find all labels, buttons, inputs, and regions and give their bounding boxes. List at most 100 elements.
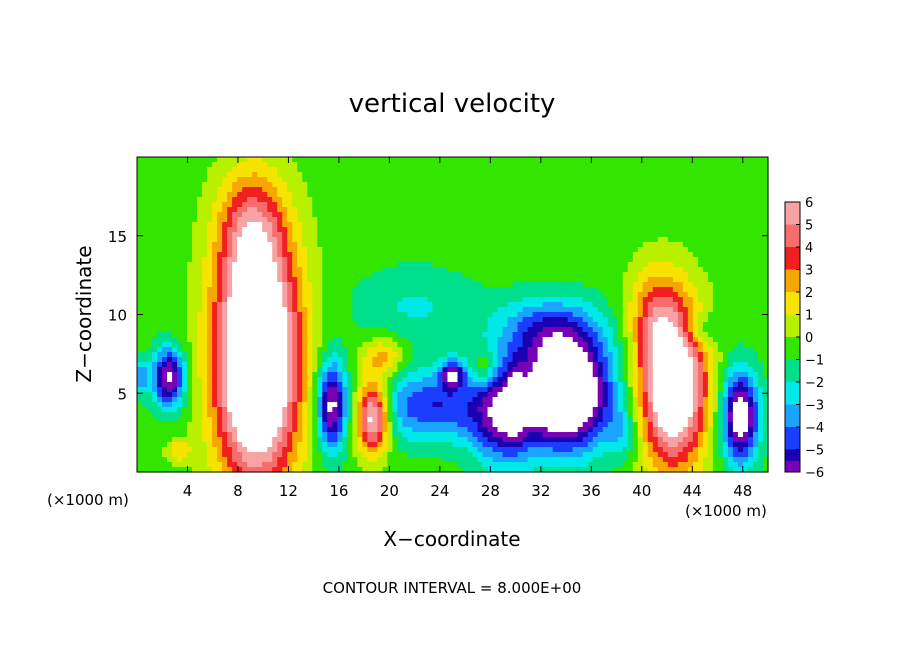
heatmap-cell [192, 322, 198, 328]
heatmap-cell [307, 437, 313, 443]
heatmap-cell [317, 157, 323, 163]
heatmap-cell [212, 357, 218, 363]
heatmap-cell [302, 257, 308, 263]
heatmap-cell [447, 212, 454, 218]
heatmap-cell [342, 357, 348, 363]
heatmap-cell [282, 247, 288, 253]
heatmap-cell [162, 332, 168, 338]
heatmap-cell [282, 417, 288, 423]
heatmap-cell [202, 187, 208, 193]
heatmap-cell [442, 227, 449, 233]
heatmap-cell [227, 432, 233, 438]
heatmap-cell [502, 422, 509, 428]
heatmap-cell [212, 192, 218, 198]
heatmap-cell [182, 307, 188, 313]
heatmap-cell [417, 252, 424, 258]
heatmap-cell [267, 317, 273, 323]
heatmap-cell [187, 192, 193, 198]
heatmap-cell [402, 242, 409, 248]
heatmap-cell [277, 307, 283, 313]
heatmap-cell [277, 402, 283, 408]
heatmap-cell [527, 362, 534, 368]
heatmap-cell [232, 457, 238, 463]
heatmap-cell [157, 362, 163, 368]
heatmap-cell [502, 387, 509, 393]
heatmap-cell [137, 232, 143, 238]
heatmap-cell [527, 367, 534, 373]
heatmap-cell [507, 257, 514, 263]
heatmap-cell [492, 412, 499, 418]
heatmap-cell [212, 342, 218, 348]
heatmap-cell [222, 407, 228, 413]
heatmap-cell [322, 307, 328, 313]
heatmap-cell [187, 187, 193, 193]
heatmap-cell [307, 277, 313, 283]
heatmap-cell [282, 257, 288, 263]
heatmap-cell [232, 297, 238, 303]
heatmap-cell [352, 167, 358, 173]
heatmap-cell [222, 227, 228, 233]
heatmap-cell [352, 162, 358, 168]
heatmap-cell [467, 422, 474, 428]
heatmap-cell [217, 367, 223, 373]
heatmap-cell [437, 267, 444, 273]
heatmap-cell [477, 232, 484, 238]
heatmap-cell [362, 272, 368, 278]
heatmap-cell [177, 167, 183, 173]
heatmap-cell [372, 187, 378, 193]
heatmap-cell [172, 167, 178, 173]
heatmap-cell [227, 412, 233, 418]
heatmap-cell [242, 417, 248, 423]
heatmap-cell [437, 367, 444, 373]
heatmap-cell [387, 462, 394, 468]
heatmap-cell [372, 402, 378, 408]
heatmap-cell [417, 217, 424, 223]
heatmap-cell [337, 417, 343, 423]
heatmap-cell [172, 322, 178, 328]
heatmap-cell [417, 352, 424, 358]
heatmap-cell [187, 412, 193, 418]
heatmap-cell [387, 277, 394, 283]
heatmap-cell [457, 447, 464, 453]
heatmap-cell [492, 237, 499, 243]
heatmap-cell [482, 272, 489, 278]
heatmap-cell [357, 392, 363, 398]
heatmap-cell [332, 347, 338, 353]
heatmap-cell [402, 462, 409, 468]
heatmap-cell [202, 297, 208, 303]
heatmap-cell [192, 272, 198, 278]
heatmap-cell [507, 242, 514, 248]
heatmap-cell [342, 167, 348, 173]
heatmap-cell [487, 342, 494, 348]
heatmap-cell [347, 252, 353, 258]
heatmap-cell [487, 242, 494, 248]
heatmap-cell [307, 267, 313, 273]
heatmap-cell [257, 177, 263, 183]
heatmap-cell [397, 187, 404, 193]
heatmap-cell [452, 267, 459, 273]
heatmap-cell [452, 347, 459, 353]
heatmap-cell [147, 257, 153, 263]
heatmap-cell [532, 157, 539, 163]
heatmap-cell [207, 337, 213, 343]
heatmap-cell [462, 392, 469, 398]
heatmap-cell [267, 177, 273, 183]
heatmap-cell [157, 407, 163, 413]
heatmap-cell [402, 287, 409, 293]
heatmap-cell [307, 182, 313, 188]
heatmap-cell [322, 252, 328, 258]
heatmap-cell [167, 297, 173, 303]
heatmap-cell [377, 417, 383, 423]
heatmap-cell [447, 227, 454, 233]
heatmap-cell [192, 437, 198, 443]
heatmap-cell [492, 357, 499, 363]
heatmap-cell [257, 202, 263, 208]
heatmap-cell [502, 322, 509, 328]
heatmap-cell [177, 277, 183, 283]
heatmap-cell [282, 352, 288, 358]
heatmap-cell [442, 342, 449, 348]
heatmap-cell [222, 332, 228, 338]
heatmap-cell [382, 392, 388, 398]
heatmap-cell [262, 257, 268, 263]
heatmap-cell [412, 262, 419, 268]
